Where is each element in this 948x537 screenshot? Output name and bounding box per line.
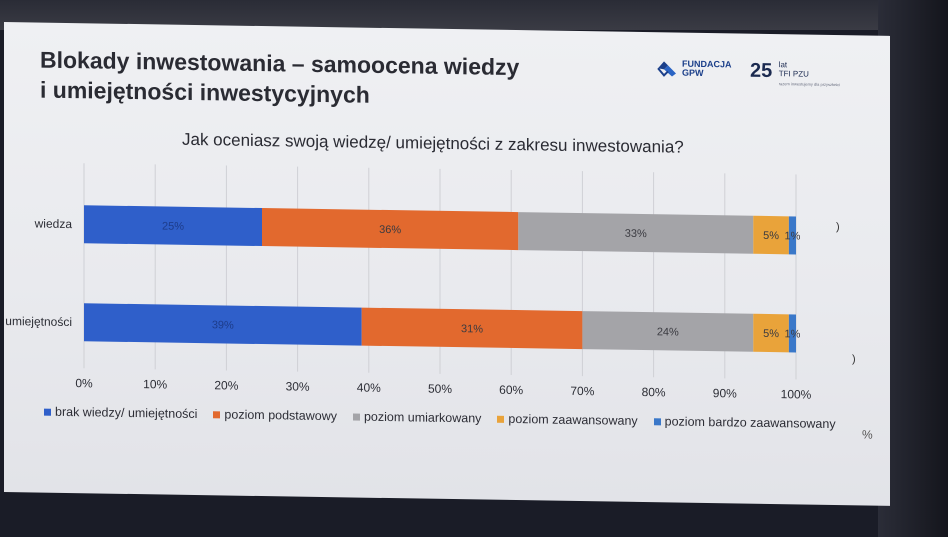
legend-swatch (213, 410, 221, 418)
slide-title: Blokady inwestowania – samoocena wiedzy … (40, 45, 560, 113)
bar-segment (84, 205, 262, 247)
legend-label: poziom umiarkowany (363, 409, 482, 426)
data-label: 39% (212, 319, 234, 331)
x-tick-label: 30% (286, 379, 310, 393)
x-tick-label: 100% (781, 387, 812, 401)
pzu-logo-name: TFI PZU (778, 69, 809, 79)
data-label: 5% (763, 328, 779, 340)
fundacja-gpw-logo: FUNDACJA GPW (656, 59, 732, 78)
bar-segment (753, 215, 789, 255)
legend-swatch (653, 417, 661, 425)
bar-segment (262, 208, 519, 251)
bar-segment (582, 311, 754, 352)
x-tick-label: 80% (642, 385, 666, 399)
data-label: 1% (784, 328, 800, 340)
x-tick-label: 90% (713, 386, 737, 400)
category-label: umiejętności (5, 314, 72, 329)
legend-item: poziom umiarkowany (352, 409, 482, 426)
category-label: wiedza (34, 216, 73, 231)
x-tick-label: 0% (75, 376, 93, 390)
legend-label: poziom bardzo zaawansowany (664, 414, 836, 432)
bar-segment (753, 313, 789, 353)
bar-segment (84, 303, 362, 346)
data-label: 1% (784, 230, 800, 242)
legend-item: poziom zaawansowany (497, 411, 638, 428)
percent-sign: % (862, 427, 873, 442)
bar-segment (788, 216, 797, 255)
legend-label: brak wiedzy/ umiejętności (55, 404, 198, 422)
gpw-logo-line-2: GPW (682, 67, 704, 78)
legend-item: poziom podstawowy (213, 407, 337, 423)
presentation-slide: Blokady inwestowania – samoocena wiedzy … (4, 22, 890, 506)
legend-swatch (44, 408, 51, 416)
bar-segment (518, 212, 754, 254)
legend-label: poziom zaawansowany (508, 411, 638, 428)
tfi-pzu-logo: 25 lat TFI PZU razem inwestujemy dla prz… (750, 60, 840, 89)
bar-segment (788, 314, 797, 353)
x-tick-label: 20% (214, 378, 238, 392)
data-label: 24% (657, 326, 679, 338)
stacked-bar-chart: 0% 10% 20% 30% 40% 50% 60% 70% 80% 90% 100% wiedza 2… (5, 163, 812, 402)
data-label: 25% (162, 220, 184, 232)
data-label: 5% (763, 230, 779, 242)
legend-swatch (497, 415, 505, 423)
legend-label: poziom podstawowy (224, 407, 337, 424)
data-label: 36% (379, 224, 401, 236)
x-tick-label: 50% (428, 382, 452, 396)
x-tick-label: 40% (357, 381, 381, 395)
legend-swatch (352, 412, 360, 421)
pzu-logo-tagline: razem inwestujemy dla przyszłości (778, 81, 841, 88)
data-label: 31% (461, 323, 483, 335)
stray-mark-1: ) (836, 221, 840, 234)
stray-mark-2: ) (852, 353, 856, 366)
bar-segment (361, 307, 583, 350)
gpw-logo-icon (657, 61, 676, 77)
legend-item: poziom bardzo zaawansowany (653, 414, 836, 432)
pzu-logo-number: 25 (750, 59, 773, 83)
legend-item: brak wiedzy/ umiejętności (44, 405, 197, 421)
data-label: 33% (625, 228, 647, 240)
x-tick-label: 10% (143, 377, 167, 391)
chart-legend: brak wiedzy/ umiejętności poziom podstawo… (44, 405, 836, 431)
x-tick-label: 70% (570, 384, 594, 398)
x-tick-label: 60% (499, 383, 523, 397)
